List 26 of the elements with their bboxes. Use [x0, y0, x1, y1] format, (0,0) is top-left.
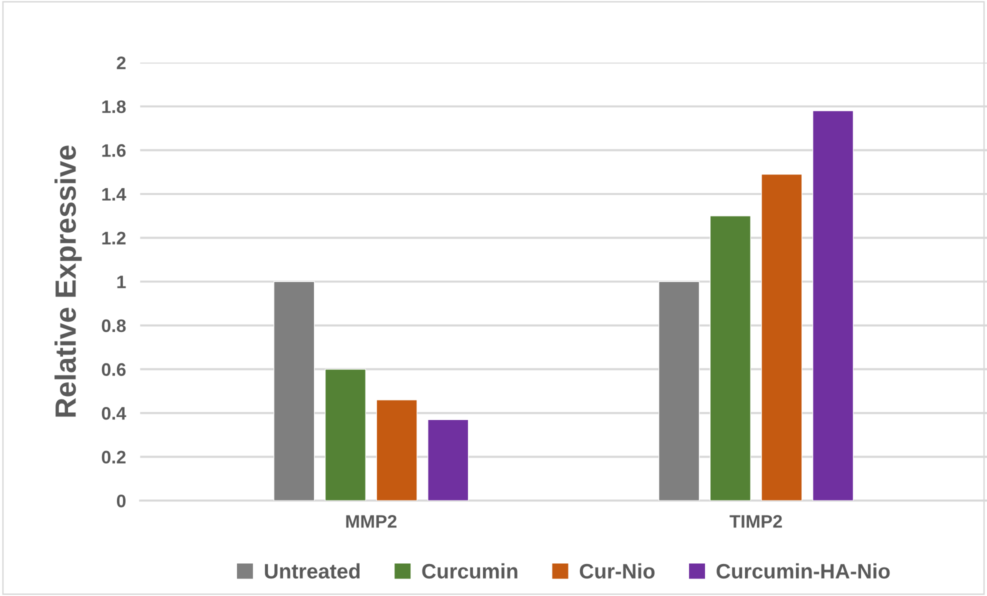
bar [428, 419, 469, 501]
bar [324, 368, 366, 501]
y-tick-label: 1.2 [102, 232, 126, 244]
y-tick-label: 1.4 [102, 188, 126, 201]
y-tick-label: 1 [117, 276, 126, 288]
y-axis-title: Relative Expressive [54, 146, 82, 417]
bar [376, 400, 418, 501]
y-tick-label: 0.2 [102, 450, 126, 464]
y-tick-label: 0.8 [102, 319, 126, 332]
y-tick-label: 1.6 [102, 144, 126, 157]
bar [710, 216, 751, 501]
bar [812, 110, 854, 501]
y-tick-label: 0 [116, 494, 126, 508]
bar [761, 174, 802, 501]
y-tick-label: 1.8 [102, 100, 126, 114]
y-tick-label: 0.4 [102, 406, 126, 420]
bar [274, 281, 315, 501]
x-tick-label: MMP2 [346, 515, 396, 528]
y-tick-label: 0.6 [102, 363, 126, 376]
legend-label: Untreated [264, 563, 360, 579]
legend-label: Curcumin [422, 563, 518, 579]
y-tick-label: 2 [116, 56, 126, 70]
x-tick-label: TIMP2 [730, 515, 782, 528]
legend-label: Curcumin-HA-Nio [716, 563, 890, 579]
legend-label: Cur-Nio [580, 563, 655, 579]
bar [658, 281, 700, 501]
